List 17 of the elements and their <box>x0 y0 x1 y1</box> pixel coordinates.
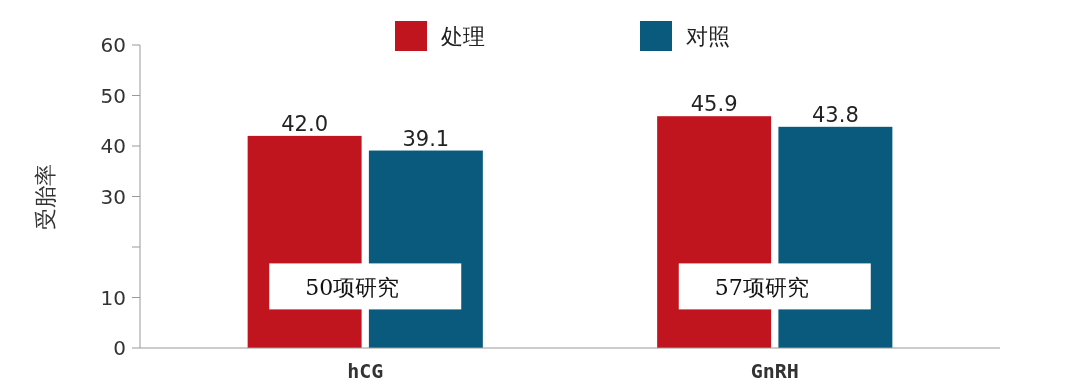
annotation: 50项研究 <box>305 275 400 301</box>
data-label: 39.1 <box>402 126 450 151</box>
data-label: 42.0 <box>281 111 328 136</box>
legend-label: 对照 <box>686 23 730 49</box>
y-tick-label: 10 <box>100 285 126 310</box>
y-tick-label: 60 <box>100 33 126 57</box>
y-tick-label: 40 <box>100 134 126 158</box>
y-axis-title: 受胎率 <box>32 163 58 230</box>
x-tick-label: GnRH <box>750 359 799 383</box>
legend-label: 处理 <box>441 23 485 49</box>
annotation: 57项研究 <box>714 275 809 301</box>
data-label: 43.8 <box>812 102 859 127</box>
y-tick-label: 50 <box>100 83 126 108</box>
data-label: 45.9 <box>690 92 738 117</box>
y-tick-label: 0 <box>113 336 126 360</box>
x-tick-label: hCG <box>347 359 384 383</box>
y-tick-label: 30 <box>100 184 126 209</box>
